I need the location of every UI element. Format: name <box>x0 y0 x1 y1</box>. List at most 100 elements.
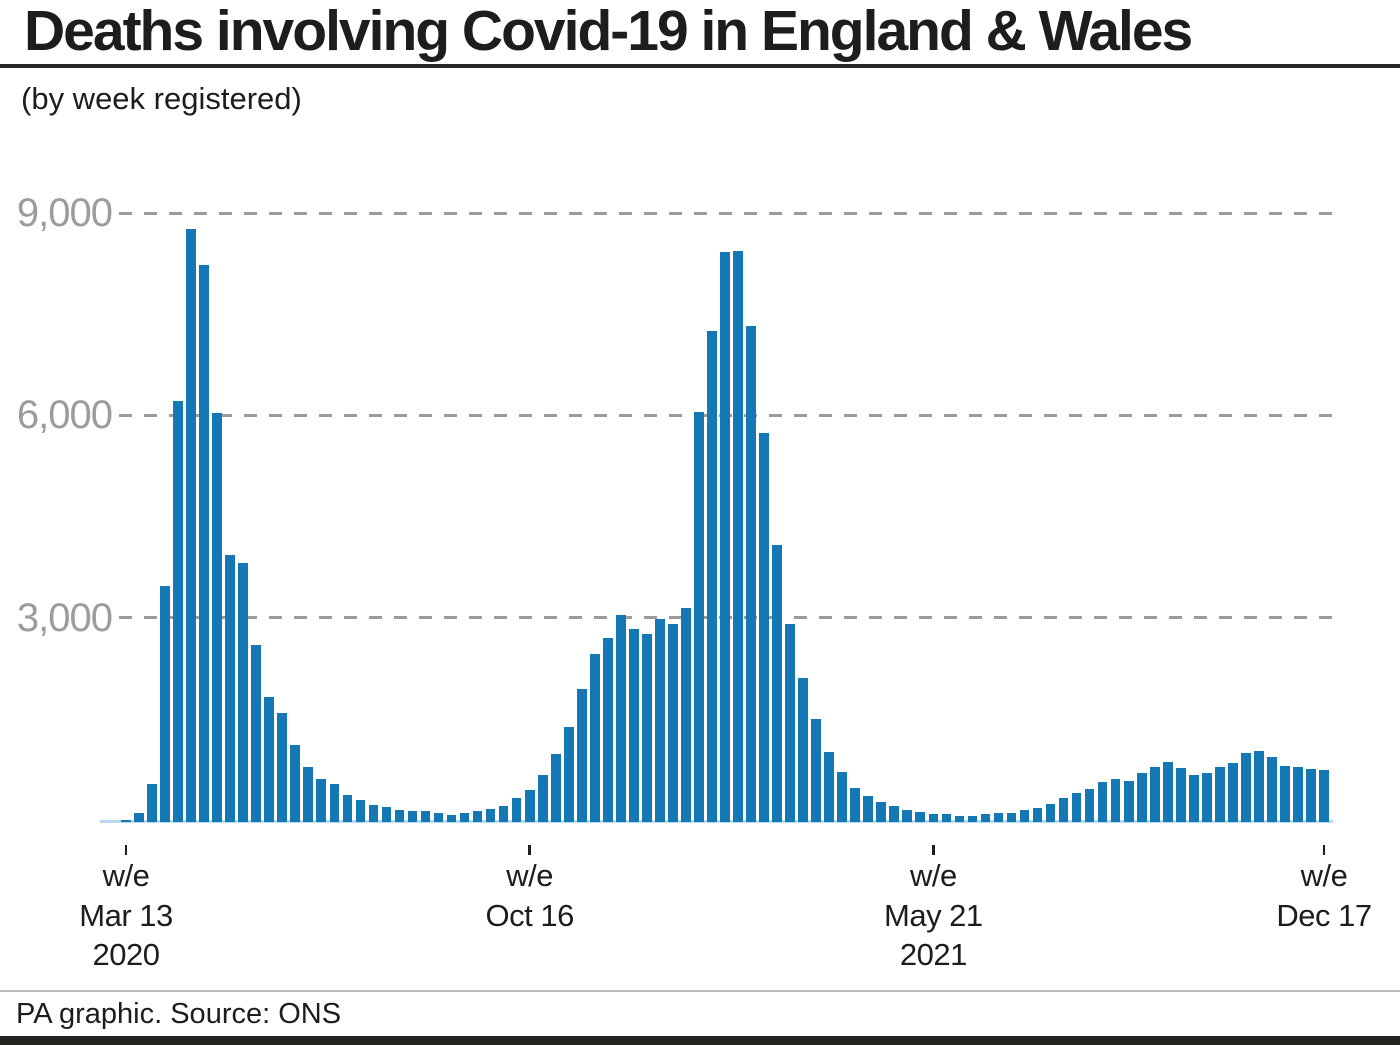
x-axis-label-w-e-oct-16: w/e Oct 16 <box>485 856 575 935</box>
bar-we-2020-07-24 <box>368 805 379 822</box>
bar-we-2020-09-11 <box>459 813 470 822</box>
bar-we-2020-07-17 <box>355 800 366 822</box>
bar-we-2020-07-10 <box>342 795 353 822</box>
bar-we-2020-05-29 <box>264 697 275 822</box>
bar-we-2021-09-03 <box>1123 781 1134 822</box>
bar-we-2020-09-25 <box>485 809 496 822</box>
bar-we-2021-02-12 <box>746 326 756 822</box>
bar-we-2020-10-02 <box>498 805 509 822</box>
bar-we-2021-04-09 <box>850 787 861 822</box>
bar-we-2020-10-30 <box>550 754 561 822</box>
bar-we-2021-11-19 <box>1267 757 1277 822</box>
bar-we-2021-09-24 <box>1162 762 1173 822</box>
bar-we-2020-11-13 <box>576 689 587 822</box>
bar-we-2021-08-27 <box>1110 779 1121 822</box>
bar-we-2021-11-26 <box>1280 765 1290 822</box>
x-tick-w-e-mar-13-2020 <box>124 845 128 855</box>
bar-we-2020-08-28 <box>433 813 444 822</box>
bar-we-2021-01-22 <box>707 331 717 822</box>
bar-we-2020-12-25 <box>655 618 665 822</box>
y-axis-label-9000: 9,000 <box>16 191 113 236</box>
source-credit: PA graphic. Source: ONS <box>16 998 342 1030</box>
bar-we-2020-10-23 <box>537 774 548 822</box>
bar-we-2020-06-19 <box>303 767 314 822</box>
bar-we-2021-01-15 <box>694 411 704 822</box>
bar-we-2020-06-05 <box>277 712 288 822</box>
bar-we-2020-08-14 <box>407 810 418 822</box>
bar-we-2020-12-18 <box>642 634 652 822</box>
bar-we-2021-04-02 <box>837 771 848 822</box>
bar-we-2021-01-08 <box>681 607 691 822</box>
chart-subtitle: (by week registered) <box>21 81 302 116</box>
bar-we-2021-08-13 <box>1084 789 1095 822</box>
bar-we-2020-08-21 <box>420 810 431 822</box>
bar-we-2020-05-01 <box>212 413 222 822</box>
bar-we-2020-03-20 <box>134 813 144 822</box>
x-axis-label-line: Oct 16 <box>485 897 575 933</box>
bar-we-2021-01-01 <box>668 623 678 822</box>
y-axis-label-3000: 3,000 <box>16 595 113 640</box>
title-rule-divider <box>0 64 1400 68</box>
bar-we-2021-07-16 <box>1032 807 1043 822</box>
chart-title: Deaths involving Covid-19 in England & W… <box>24 0 1193 63</box>
bar-we-2020-04-10 <box>173 401 183 822</box>
bar-we-2021-06-18 <box>980 814 991 822</box>
x-axis-label-line: 2021 <box>899 937 967 972</box>
x-axis-label-line: 2020 <box>92 937 160 972</box>
bar-we-2021-03-26 <box>824 752 834 822</box>
bar-we-2020-10-09 <box>511 798 522 822</box>
bar-we-2021-12-10 <box>1306 769 1316 822</box>
bar-we-2021-10-22 <box>1214 767 1225 822</box>
bar-we-2020-08-07 <box>394 809 405 822</box>
x-tick-w-e-dec-17 <box>1322 845 1326 855</box>
x-axis-label-line: Dec 17 <box>1276 897 1372 933</box>
bar-we-2021-05-21 <box>928 813 939 822</box>
bar-we-2021-11-05 <box>1241 752 1251 822</box>
bar-we-2021-02-19 <box>759 432 769 822</box>
bar-we-2021-07-02 <box>1006 812 1017 822</box>
x-axis-label-line: May 21 <box>884 897 983 933</box>
bar-we-2021-08-06 <box>1071 792 1082 822</box>
x-axis-label-w-e-mar-13-2020: w/e Mar 13 2020 <box>79 856 173 975</box>
bar-we-2021-09-10 <box>1136 773 1147 822</box>
bar-we-2020-12-04 <box>615 615 626 822</box>
bar-we-2020-11-20 <box>589 653 600 822</box>
bar-we-2020-04-24 <box>199 264 209 822</box>
bar-we-2021-08-20 <box>1097 781 1108 822</box>
x-axis-label-line: w/e <box>909 858 957 893</box>
bar-we-2021-03-05 <box>785 623 795 822</box>
x-axis-label-line: w/e <box>1300 858 1348 893</box>
bar-we-2020-03-13 <box>121 819 131 822</box>
bar-we-2021-05-07 <box>902 809 913 822</box>
footer-rule-divider <box>0 990 1400 992</box>
bar-we-2020-07-03 <box>329 784 340 822</box>
bar-we-2021-05-14 <box>915 812 926 822</box>
bar-we-2021-04-16 <box>863 795 874 822</box>
bar-we-2021-07-30 <box>1058 797 1069 822</box>
bar-we-2020-11-06 <box>563 727 574 822</box>
bar-we-2021-04-30 <box>889 806 900 822</box>
bar-we-2020-10-16 <box>524 790 535 822</box>
y-axis-label-6000: 6,000 <box>16 393 113 438</box>
bar-we-2021-12-03 <box>1293 766 1303 822</box>
bar-we-2021-04-23 <box>876 802 887 822</box>
bar-we-2020-06-12 <box>290 744 301 822</box>
bar-we-2020-04-03 <box>160 585 170 822</box>
bar-we-2021-06-11 <box>967 815 978 822</box>
bar-we-2020-09-04 <box>446 814 457 822</box>
bar-we-2021-10-15 <box>1201 772 1212 822</box>
bar-we-2021-10-29 <box>1228 762 1238 822</box>
x-axis-label-w-e-dec-17: w/e Dec 17 <box>1276 856 1372 935</box>
bar-we-2021-06-04 <box>954 815 965 822</box>
bar-we-2020-07-31 <box>381 806 392 822</box>
bottom-brand-band <box>0 1036 1400 1045</box>
bar-we-2021-02-05 <box>733 251 743 822</box>
bar-we-2020-03-27 <box>147 783 157 822</box>
x-axis-label-line: Mar 13 <box>79 897 173 933</box>
bar-we-2021-10-01 <box>1175 768 1186 822</box>
bar-we-2021-06-25 <box>993 813 1004 822</box>
bar-we-2020-04-17 <box>186 229 196 822</box>
bar-we-2021-10-08 <box>1188 775 1199 822</box>
bar-we-2020-09-18 <box>472 810 483 822</box>
